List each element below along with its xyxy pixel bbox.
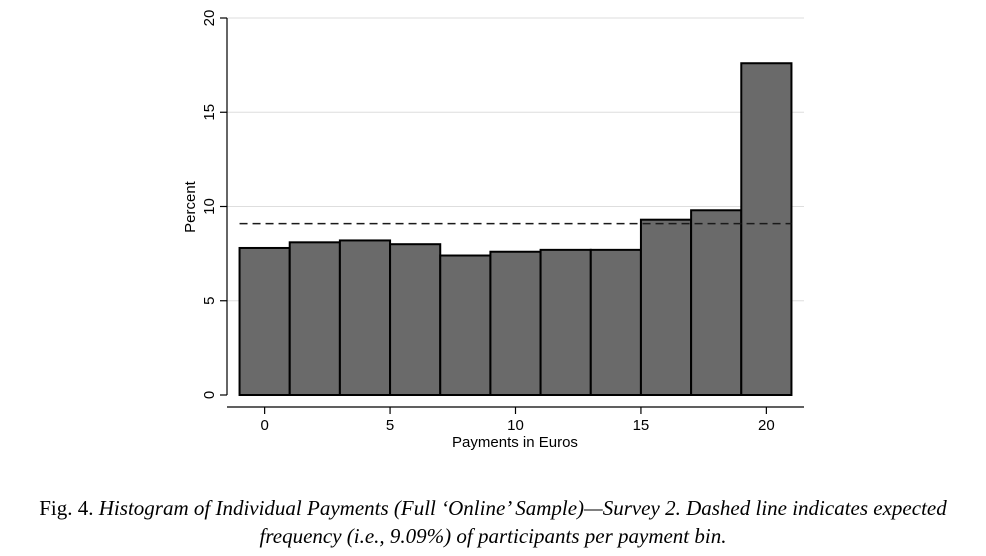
histogram-bar-4 <box>439 254 492 396</box>
histogram-bar-2 <box>338 239 392 396</box>
histogram-bar-10 <box>740 62 793 397</box>
histogram-chart: 0 5 10 15 20 0 5 10 15 20 Payments in Euros Perce… <box>182 10 804 451</box>
x-tick-label-15: 15 <box>633 417 650 434</box>
y-tick-label-5: 5 <box>201 297 218 305</box>
y-tick-label-20: 20 <box>201 10 218 27</box>
y-tick-label-10: 10 <box>201 198 218 215</box>
x-tick-label-0: 0 <box>260 417 268 434</box>
histogram-bar-3 <box>389 243 442 396</box>
y-axis-label: Percent <box>182 180 199 233</box>
x-tick-label-10: 10 <box>507 417 524 434</box>
histogram-bar-6 <box>539 248 592 396</box>
histogram-bar-5 <box>489 250 542 396</box>
caption-body: Histogram of Individual Payments (Full ‘… <box>98 496 947 548</box>
x-axis-label: Payments in Euros <box>452 434 578 451</box>
histogram-bar-7 <box>589 248 642 396</box>
caption-lead: Fig. 4. <box>39 496 94 520</box>
histogram-figure: 0 5 10 15 20 0 5 10 15 20 Payments in Euros Perce… <box>182 10 804 451</box>
figure-caption: Fig. 4. Histogram of Individual Payments… <box>0 494 986 550</box>
histogram-bar-1 <box>288 241 341 396</box>
histogram-bar-8 <box>639 218 693 396</box>
y-tick-label-15: 15 <box>201 104 218 121</box>
bars <box>238 62 793 397</box>
axes: 0 5 10 15 20 0 5 10 15 20 <box>201 10 804 434</box>
y-tick-label-0: 0 <box>201 391 218 399</box>
histogram-bar-0 <box>238 246 291 396</box>
histogram-bar-9 <box>690 209 743 396</box>
x-tick-label-20: 20 <box>758 417 775 434</box>
x-tick-label-5: 5 <box>386 417 394 434</box>
